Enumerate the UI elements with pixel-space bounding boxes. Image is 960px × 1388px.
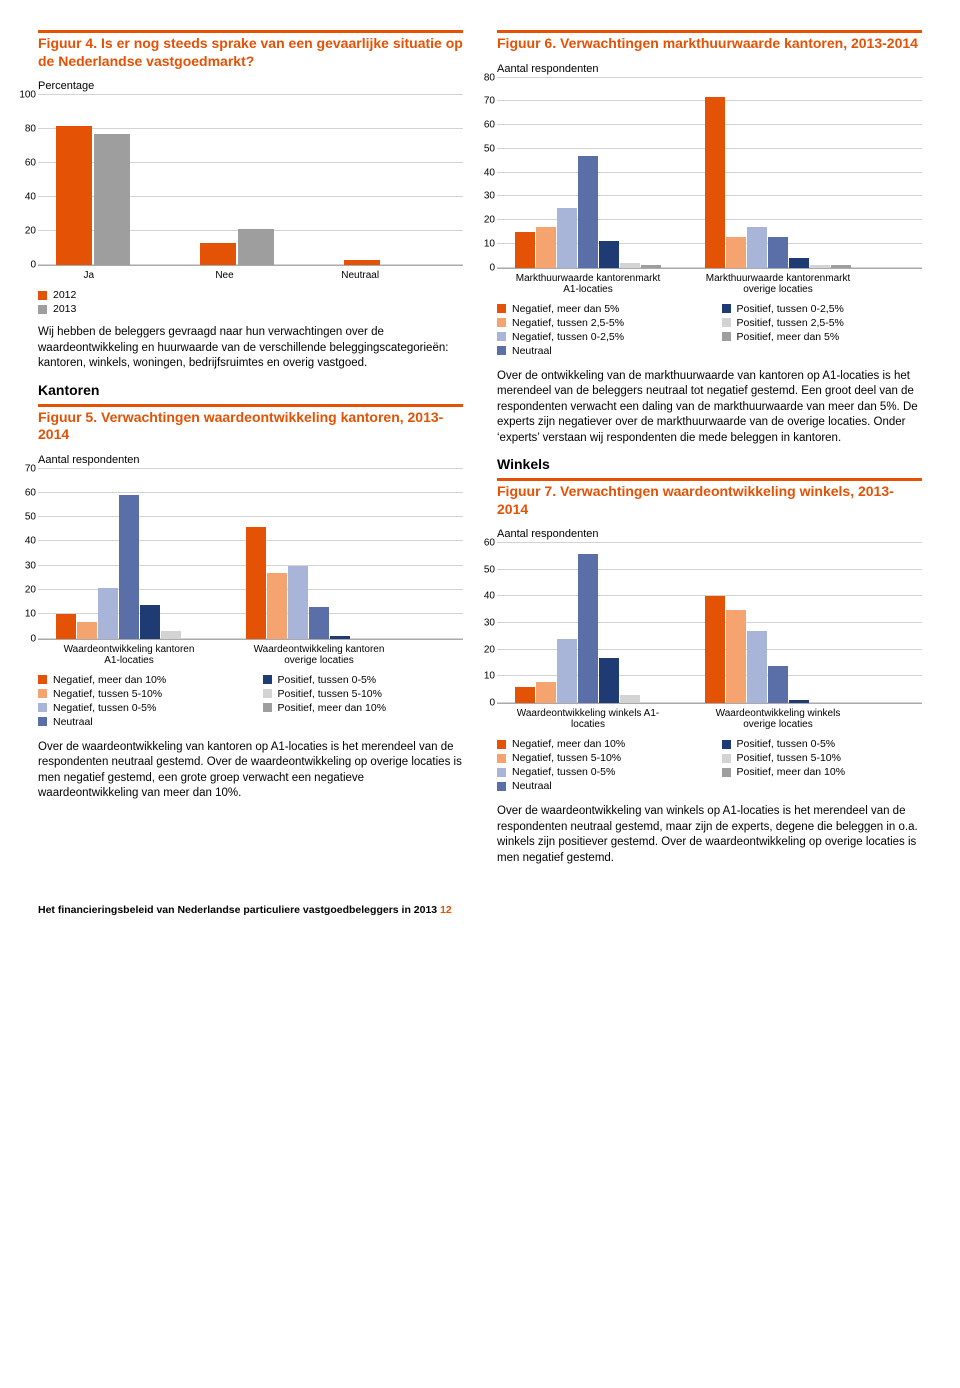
- body-text: Wij hebben de beleggers gevraagd naar hu…: [38, 325, 463, 372]
- legend-item: 2013: [38, 303, 463, 315]
- legend-item: 2012: [38, 289, 463, 301]
- figure-title: Figuur 7. Verwachtingen waardeontwikkeli…: [497, 483, 922, 518]
- bar: [515, 687, 535, 703]
- section-heading: Kantoren: [38, 382, 463, 398]
- bar: [705, 97, 725, 268]
- bar: [98, 588, 118, 639]
- bar: [515, 232, 535, 268]
- bar: [140, 605, 160, 639]
- bar: [344, 260, 380, 265]
- legend-item: Neutraal: [497, 345, 698, 357]
- bar: [557, 639, 577, 703]
- bar: [726, 610, 746, 703]
- legend-item: Positief, meer dan 10%: [263, 702, 464, 714]
- bar: [599, 241, 619, 267]
- legend-item: Negatief, tussen 0-2,5%: [497, 331, 698, 343]
- y-axis-label: Aantal respondenten: [497, 63, 922, 75]
- chart: 0102030405060Waardeontwikkeling winkels …: [497, 544, 922, 730]
- bar: [789, 700, 809, 703]
- legend-item: Negatief, tussen 5-10%: [497, 752, 698, 764]
- bar: [288, 566, 308, 639]
- bar: [77, 622, 97, 639]
- bar: [119, 495, 139, 638]
- y-axis-label: Aantal respondenten: [38, 454, 463, 466]
- bar: [641, 265, 661, 267]
- legend-item: Neutraal: [38, 716, 239, 728]
- x-axis-label: Waardeontwikkeling kantoren overige loca…: [246, 644, 392, 666]
- page-footer: Het financieringsbeleid van Nederlandse …: [38, 904, 922, 916]
- legend-item: Negatief, tussen 5-10%: [38, 688, 239, 700]
- x-axis-label: Waardeontwikkeling winkels overige locat…: [705, 708, 851, 730]
- legend-item: Positief, tussen 0-2,5%: [722, 303, 923, 315]
- x-axis-label: Nee: [192, 270, 258, 281]
- legend-item: Positief, tussen 0-5%: [722, 738, 923, 750]
- bar: [536, 227, 556, 267]
- bar: [831, 265, 851, 267]
- bar: [726, 237, 746, 268]
- legend-item: Neutraal: [497, 780, 698, 792]
- x-axis-label: Markthuurwaarde kantoren­markt A1-locati…: [515, 273, 661, 295]
- section-heading: Winkels: [497, 456, 922, 472]
- bar: [810, 265, 830, 267]
- bar: [56, 126, 92, 265]
- body-text: Over de waardeontwikkeling van kantoren …: [38, 740, 463, 802]
- bar: [309, 607, 329, 639]
- y-axis-label: Percentage: [38, 80, 463, 92]
- bar: [620, 695, 640, 703]
- figure-title: Figuur 5. Verwachtingen waardeontwikkeli…: [38, 409, 463, 444]
- bar: [238, 229, 274, 265]
- x-axis-label: Waardeontwikkeling winkels A1-locaties: [515, 708, 661, 730]
- chart: 010203040506070Waardeontwikkeling kantor…: [38, 470, 463, 666]
- y-axis-label: Aantal respondenten: [497, 528, 922, 540]
- bar: [56, 614, 76, 638]
- page-number: 12: [440, 904, 452, 916]
- legend-item: Positief, tussen 2,5-5%: [722, 317, 923, 329]
- x-axis-label: Markthuurwaarde kantoren­markt overige l…: [705, 273, 851, 295]
- legend-item: Negatief, tussen 2,5-5%: [497, 317, 698, 329]
- bar: [330, 636, 350, 638]
- legend-item: Negatief, tussen 0-5%: [497, 766, 698, 778]
- bar: [789, 258, 809, 268]
- bar: [599, 658, 619, 703]
- x-axis-label: Neutraal: [327, 270, 393, 281]
- bar: [267, 573, 287, 639]
- legend-item: Positief, meer dan 10%: [722, 766, 923, 778]
- bar: [200, 243, 236, 265]
- legend-item: Negatief, meer dan 5%: [497, 303, 698, 315]
- bar: [578, 554, 598, 703]
- bar: [94, 134, 130, 265]
- figure-title: Figuur 6. Verwachtingen markthuurwaarde …: [497, 35, 922, 53]
- bar: [705, 596, 725, 703]
- bar: [246, 527, 266, 639]
- bar: [768, 237, 788, 268]
- legend-item: Positief, tussen 0-5%: [263, 674, 464, 686]
- chart: 020406080100JaNeeNeutraal: [38, 96, 463, 281]
- bar: [620, 263, 640, 268]
- legend-item: Positief, tussen 5-10%: [722, 752, 923, 764]
- x-axis-label: Waardeontwikkeling kantoren A1-locaties: [56, 644, 202, 666]
- bar: [557, 208, 577, 267]
- body-text: Over de ontwikkeling van de markthuurwaa…: [497, 369, 922, 447]
- legend-item: Negatief, tussen 0-5%: [38, 702, 239, 714]
- chart: 01020304050607080Markthuurwaarde kantore…: [497, 79, 922, 295]
- x-axis-label: Ja: [56, 270, 122, 281]
- footer-text: Het financieringsbeleid van Nederlandse …: [38, 904, 437, 916]
- body-text: Over de waardeontwikkeling van winkels o…: [497, 804, 922, 866]
- legend-item: Negatief, meer dan 10%: [497, 738, 698, 750]
- bar: [536, 682, 556, 703]
- bar: [747, 631, 767, 703]
- legend-item: Positief, meer dan 5%: [722, 331, 923, 343]
- bar: [161, 631, 181, 638]
- legend-item: Negatief, meer dan 10%: [38, 674, 239, 686]
- bar: [747, 227, 767, 267]
- legend-item: Positief, tussen 5-10%: [263, 688, 464, 700]
- figure-title: Figuur 4. Is er nog steeds sprake van ee…: [38, 35, 463, 70]
- bar: [578, 156, 598, 268]
- bar: [768, 666, 788, 703]
